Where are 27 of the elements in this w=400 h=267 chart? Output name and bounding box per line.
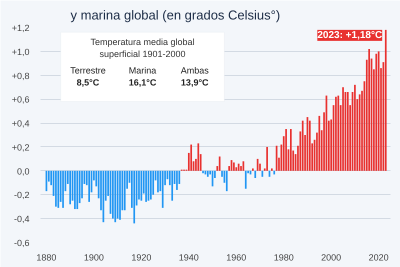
y-tick-label: -0,2	[14, 190, 30, 200]
annotation: 13,9°C	[180, 77, 210, 88]
x-tick-label: 1920	[131, 252, 152, 262]
x-tick-label: 2020	[368, 252, 389, 262]
chart-title: y marina global (en grados Celsius°)	[70, 8, 280, 22]
y-tick-label: +0,8	[12, 70, 30, 81]
annotation: 8,5°C	[76, 77, 100, 88]
x-tick-label: 1980	[274, 252, 294, 262]
x-tick-label: 1940	[178, 252, 199, 262]
y-tick-label: +0,2	[12, 142, 30, 152]
annotation: Temperatura media global superficial 1901-2000	[90, 36, 195, 59]
annotation: Ambas	[180, 66, 210, 76]
annotation: Marina	[128, 66, 156, 76]
y-tick-label: +1,2	[12, 23, 30, 33]
x-tick-label: 1960	[226, 252, 246, 262]
y-tick-label: 0,0	[16, 166, 30, 176]
x-tick-label: 1900	[84, 252, 104, 262]
y-tick-label: -0,6	[14, 238, 30, 248]
annotation: 2023: +1,18°C	[317, 30, 382, 41]
y-tick-label: -0,4	[14, 214, 30, 224]
y-tick-label: +0,4	[12, 118, 30, 129]
y-tick-label: +1,0	[12, 46, 30, 57]
x-tick-label: 2000	[321, 252, 342, 262]
annotation: Terrestre	[70, 66, 106, 76]
y-tick-label: +0,6	[12, 94, 30, 105]
annotation: 16,1°C	[128, 77, 157, 88]
x-tick-label: 1880	[36, 252, 56, 262]
